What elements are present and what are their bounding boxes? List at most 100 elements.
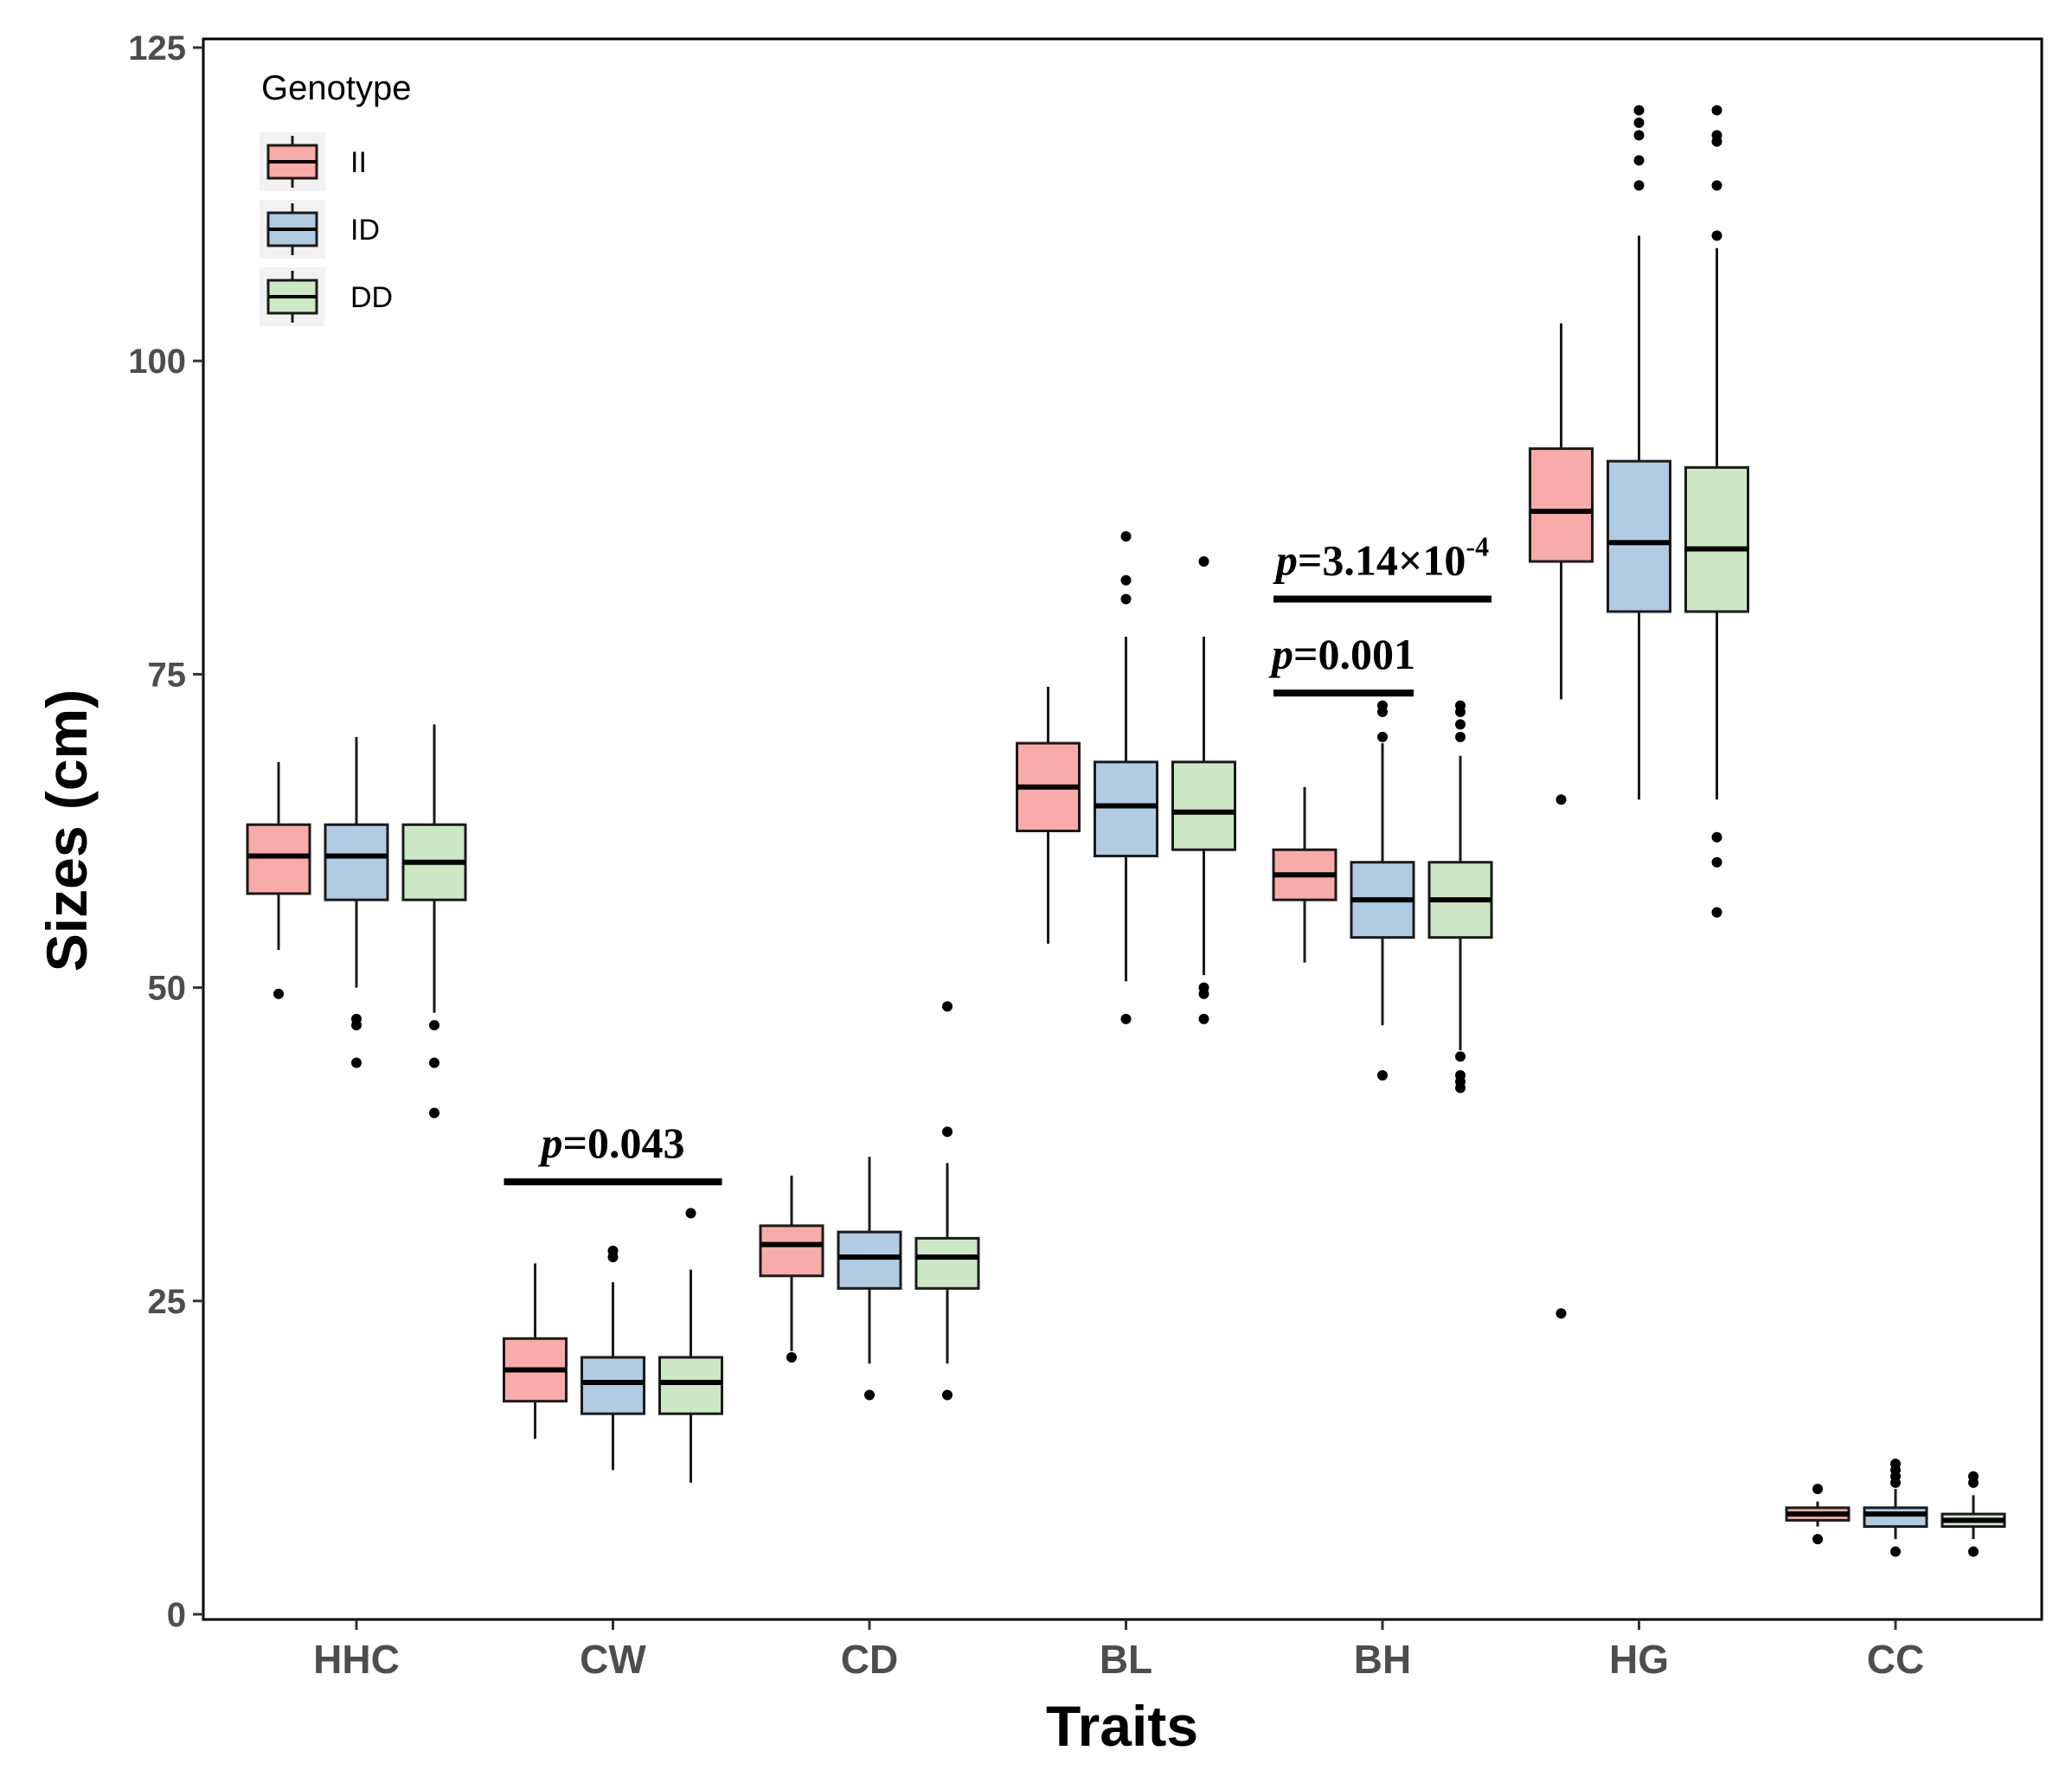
outlier-point xyxy=(1455,1051,1466,1062)
x-tick-label: BH xyxy=(1354,1637,1411,1682)
outlier-point xyxy=(429,1107,439,1119)
outlier-point xyxy=(429,1020,439,1031)
box-hhc-id xyxy=(324,736,389,1068)
outlier-point xyxy=(942,1389,953,1401)
legend-label: II xyxy=(350,146,367,179)
box-iqr xyxy=(658,1356,723,1415)
x-tick-label: HHC xyxy=(313,1637,400,1682)
box-bl-id xyxy=(1094,531,1158,1024)
y-tick-label: 100 xyxy=(128,343,186,381)
box-iqr xyxy=(914,1236,980,1290)
outlier-point xyxy=(351,1057,362,1068)
legend-entries: II ID DD xyxy=(260,132,393,326)
box-hg-ii xyxy=(1529,323,1594,1319)
outlier-point xyxy=(1455,700,1466,711)
legend-entry-id: ID xyxy=(260,200,380,259)
outlier-point xyxy=(1633,105,1645,116)
x-tick-label: CC xyxy=(1867,1637,1924,1682)
box-cd-id xyxy=(837,1157,902,1401)
outlier-point xyxy=(1198,556,1209,568)
box-iqr xyxy=(837,1230,902,1290)
outlier-point xyxy=(942,1001,953,1012)
outlier-point xyxy=(1711,180,1722,191)
outlier-point xyxy=(429,1057,439,1068)
x-tick-label: BL xyxy=(1100,1637,1152,1682)
outlier-point xyxy=(1812,1484,1823,1495)
outlier-point xyxy=(1377,1070,1388,1081)
outlier-point xyxy=(685,1208,696,1219)
box-cw-dd xyxy=(658,1208,723,1483)
outlier-point xyxy=(1711,907,1722,918)
p-value: =0.043 xyxy=(563,1119,685,1167)
box-hg-id xyxy=(1607,105,1671,800)
box-cc-dd xyxy=(1940,1471,2006,1557)
x-tick-label: HG xyxy=(1609,1637,1669,1682)
boxes-layer xyxy=(246,105,2006,1557)
y-axis-title: Sizes (cm) xyxy=(35,689,99,972)
outlier-point xyxy=(1455,731,1466,742)
x-axis: HHC CW CD BL BH HG CC xyxy=(313,1619,1924,1682)
x-tick-label: CD xyxy=(841,1637,898,1682)
box-cc-id xyxy=(1863,1459,1928,1557)
outlier-point xyxy=(1120,1013,1132,1024)
box-bl-ii xyxy=(1016,686,1081,944)
outlier-point xyxy=(1711,831,1722,843)
outlier-point xyxy=(942,1126,953,1138)
box-cw-id xyxy=(581,1245,645,1471)
p-value: =3.14×10 xyxy=(1298,535,1466,584)
y-tick-label: 50 xyxy=(148,970,187,1008)
box-iqr xyxy=(759,1224,824,1278)
box-cd-ii xyxy=(759,1175,824,1363)
outlier-point xyxy=(1711,130,1722,141)
outlier-point xyxy=(786,1351,797,1363)
box-iqr xyxy=(1529,447,1594,563)
box-iqr xyxy=(1094,760,1158,857)
outlier-point xyxy=(1711,105,1722,116)
outlier-point xyxy=(1633,180,1645,191)
y-tick-label: 25 xyxy=(148,1283,187,1321)
box-iqr xyxy=(1684,465,1749,613)
significance-annotation: p=0.043 xyxy=(504,1119,722,1186)
outlier-point xyxy=(351,1020,362,1031)
significance-annotation: p=3.14×10-4 xyxy=(1273,530,1491,603)
p-value: =0.001 xyxy=(1293,630,1415,678)
box-iqr xyxy=(1863,1506,1928,1529)
legend-entry-dd: DD xyxy=(260,267,393,326)
outlier-point xyxy=(1120,531,1132,542)
box-hhc-dd xyxy=(401,724,467,1119)
outlier-point xyxy=(1968,1471,1979,1482)
legend-label: DD xyxy=(350,281,393,314)
outlier-point xyxy=(1890,1546,1901,1557)
outlier-point xyxy=(1633,130,1645,141)
box-bh-dd xyxy=(1427,700,1493,1093)
outlier-point xyxy=(273,988,284,999)
x-tick-label: CW xyxy=(580,1637,646,1682)
box-hg-dd xyxy=(1684,105,1749,918)
outlier-point xyxy=(1377,700,1388,711)
box-cw-ii xyxy=(503,1263,568,1440)
outlier-point xyxy=(1633,117,1645,128)
outlier-point xyxy=(1455,1082,1466,1093)
y-tick-label: 75 xyxy=(148,656,187,694)
box-iqr xyxy=(246,823,311,895)
outlier-point xyxy=(1812,1534,1823,1545)
box-iqr xyxy=(324,823,389,901)
box-hhc-ii xyxy=(246,761,311,999)
p-value-label: p=0.043 xyxy=(538,1119,685,1167)
outlier-point xyxy=(1198,982,1209,993)
outlier-point xyxy=(1968,1546,1979,1557)
outlier-point xyxy=(1120,593,1132,605)
y-axis: 0 25 50 75 100 125 xyxy=(128,29,203,1634)
outlier-point xyxy=(1556,1308,1567,1319)
outlier-point xyxy=(864,1389,875,1401)
outlier-point xyxy=(1890,1459,1901,1470)
legend-title: Genotype xyxy=(261,69,411,107)
p-symbol: p xyxy=(1273,535,1298,584)
outlier-point xyxy=(1198,1013,1209,1024)
p-symbol: p xyxy=(538,1119,563,1167)
y-tick-label: 0 xyxy=(167,1596,186,1634)
outlier-point xyxy=(1120,574,1132,586)
outlier-point xyxy=(1633,155,1645,166)
